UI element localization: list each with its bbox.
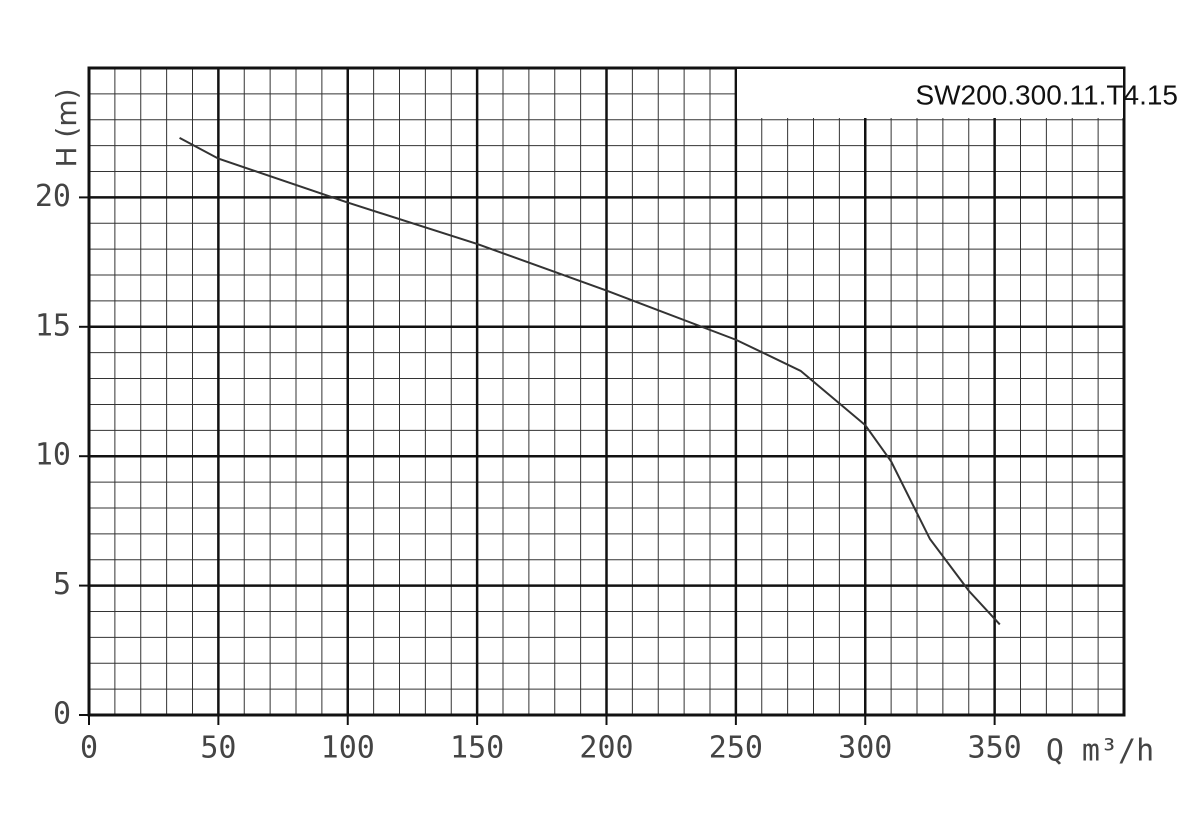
x-tick-label: 300 bbox=[838, 731, 892, 766]
x-tick-label: 50 bbox=[200, 731, 236, 766]
y-tick-label: 0 bbox=[53, 697, 71, 732]
x-tick-label: 0 bbox=[80, 731, 98, 766]
x-tick-label: 150 bbox=[450, 731, 504, 766]
curve bbox=[179, 136, 1001, 626]
x-tick-label: 250 bbox=[709, 731, 763, 766]
y-tick-label: 20 bbox=[35, 179, 71, 214]
y-axis-label: H (m) bbox=[50, 88, 83, 167]
x-tick-label: 100 bbox=[321, 731, 375, 766]
y-tick-label: 5 bbox=[53, 567, 71, 602]
x-tick-label: 350 bbox=[968, 731, 1022, 766]
y-tick-label: 15 bbox=[35, 308, 71, 343]
plot-frame bbox=[87, 66, 1126, 717]
title-box bbox=[737, 69, 1123, 118]
x-axis-label: Q m³/h bbox=[1046, 734, 1154, 769]
chart-title: SW200.300.11.T4.15 bbox=[915, 79, 1178, 110]
y-tick-label: 10 bbox=[35, 438, 71, 473]
x-tick-label: 200 bbox=[579, 731, 633, 766]
